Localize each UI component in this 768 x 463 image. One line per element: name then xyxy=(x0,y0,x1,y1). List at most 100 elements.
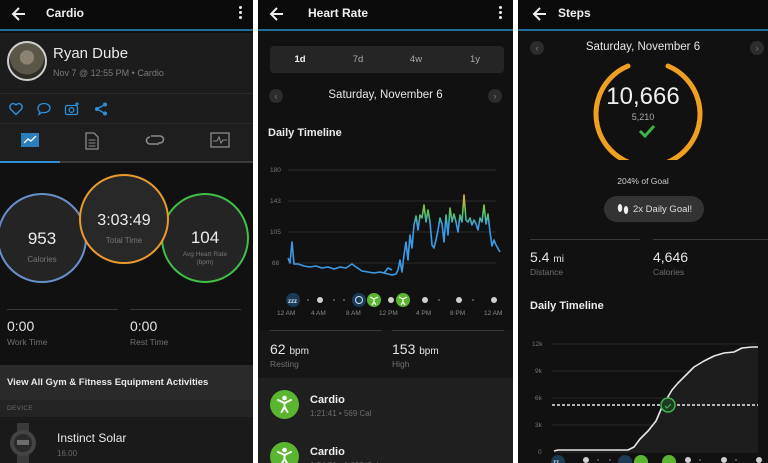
daily-goal-badge[interactable]: 2x Daily Goal! xyxy=(604,196,704,222)
device-version: 16.00 xyxy=(57,449,78,458)
social-actions xyxy=(0,93,253,123)
total-time-circle: 3:03:49 Total Time xyxy=(79,174,169,264)
heart-icon[interactable] xyxy=(8,101,24,117)
svg-text:3k: 3k xyxy=(535,422,543,429)
activity-icon[interactable] xyxy=(367,293,381,307)
svg-text:4 AM: 4 AM xyxy=(311,310,326,317)
svg-text:12k: 12k xyxy=(532,341,543,348)
avatar[interactable] xyxy=(7,41,47,81)
activity-header: Ryan Dube Nov 7 @ 12:55 PM • Cardio xyxy=(0,33,253,93)
calories-stat: 4,646 Calories xyxy=(653,239,768,277)
svg-text:143: 143 xyxy=(270,198,281,205)
svg-text:68: 68 xyxy=(272,260,280,267)
resting-hr-stat: 62 bpm Resting xyxy=(270,330,382,369)
activity-figure-icon xyxy=(270,442,299,463)
range-1d[interactable]: 1d xyxy=(294,54,306,65)
app-bar: Cardio xyxy=(0,0,253,31)
sleep-icon[interactable]: zzz xyxy=(286,293,300,307)
device-name: Instinct Solar xyxy=(57,431,127,445)
tab-details[interactable] xyxy=(62,132,122,154)
rest-time-stat: 0:00 Rest Time xyxy=(130,309,241,347)
svg-text:8 AM: 8 AM xyxy=(346,310,361,317)
summary-chart-icon xyxy=(21,133,39,147)
steps-goal: 5,210 xyxy=(631,112,655,122)
page-title: Heart Rate xyxy=(308,6,369,20)
activity-icon[interactable] xyxy=(662,455,676,463)
tab-laps[interactable] xyxy=(125,132,185,154)
user-name: Ryan Dube xyxy=(53,45,129,62)
prev-day-button[interactable]: ‹ xyxy=(530,41,544,55)
active-tab-indicator xyxy=(0,161,60,163)
svg-text:6k: 6k xyxy=(535,395,543,402)
svg-text:180: 180 xyxy=(270,167,281,174)
daily-timeline-title: Daily Timeline xyxy=(268,127,342,139)
prev-day-button[interactable]: ‹ xyxy=(269,89,283,103)
kebab-menu-icon[interactable] xyxy=(497,5,503,21)
goal-reached-marker xyxy=(660,397,676,413)
arrow-left-icon[interactable] xyxy=(267,4,287,24)
heart-rate-graph-icon xyxy=(210,132,230,148)
activity-icon[interactable] xyxy=(396,293,410,307)
range-4w[interactable]: 4w xyxy=(409,54,423,65)
date-navigator: ‹ Saturday, November 6 › xyxy=(518,40,768,56)
activity-list: Cardio 1:21:41 • 569 Cal Cardio 1:34:21 … xyxy=(258,378,513,463)
activity-icon[interactable] xyxy=(634,455,648,463)
steps-screen: Steps ‹ Saturday, November 6 › 10,666 5,… xyxy=(518,0,768,463)
svg-text:zzz: zzz xyxy=(288,299,297,305)
steps-chart[interactable]: 12k 9k 6k 3k 0 zz xyxy=(518,335,768,463)
date-navigator: ‹ Saturday, November 6 › xyxy=(258,88,513,104)
svg-text:8 PM: 8 PM xyxy=(450,310,465,317)
sleep-icon[interactable]: zz xyxy=(551,455,565,463)
heart-rate-summary: 62 bpm Resting 153 bpm High xyxy=(258,330,513,378)
daily-timeline-title: Daily Timeline xyxy=(530,300,604,312)
range-selector: 1d 7d 4w 1y xyxy=(270,46,504,73)
app-bar: Heart Rate xyxy=(258,0,513,31)
next-day-button[interactable]: › xyxy=(750,41,764,55)
footprints-icon xyxy=(617,204,629,214)
laps-loop-icon xyxy=(145,135,165,145)
steps-goal-ring xyxy=(593,63,703,160)
svg-text:4 PM: 4 PM xyxy=(416,310,431,317)
page-title: Steps xyxy=(558,6,591,20)
document-icon xyxy=(85,132,99,150)
high-hr-stat: 153 bpm High xyxy=(392,330,504,369)
calories-circle: 953 Calories xyxy=(0,193,87,283)
svg-text:9k: 9k xyxy=(535,368,543,375)
svg-text:0: 0 xyxy=(538,449,542,456)
page-title: Cardio xyxy=(46,6,85,20)
tab-charts[interactable] xyxy=(190,132,250,154)
activity-figure-icon xyxy=(270,390,299,419)
comment-icon[interactable] xyxy=(36,101,52,117)
heart-rate-screen: Heart Rate 1d 7d 4w 1y ‹ Saturday, Novem… xyxy=(258,0,513,463)
activity-meta: Nov 7 @ 12:55 PM • Cardio xyxy=(53,68,164,78)
cardio-activity-screen: Cardio Ryan Dube Nov 7 @ 12:55 PM • Card… xyxy=(0,0,253,463)
arrow-left-icon[interactable] xyxy=(9,4,29,24)
arrow-left-icon[interactable] xyxy=(530,4,550,24)
date-label: Saturday, November 6 xyxy=(585,41,701,53)
kebab-menu-icon[interactable] xyxy=(237,5,243,21)
svg-text:12 AM: 12 AM xyxy=(484,310,502,317)
range-7d[interactable]: 7d xyxy=(352,54,364,65)
svg-text:12 PM: 12 PM xyxy=(379,310,398,317)
activity-list-item[interactable]: Cardio 1:21:41 • 569 Cal xyxy=(258,378,513,430)
device-row[interactable]: Instinct Solar 16.00 xyxy=(0,417,253,463)
alarm-icon[interactable] xyxy=(618,455,632,463)
activity-list-item[interactable]: Cardio 1:34:21 • 1,099 Cal xyxy=(258,430,513,463)
activity-tabs xyxy=(0,123,253,163)
svg-text:12 AM: 12 AM xyxy=(277,310,295,317)
view-all-equipment-activities-link[interactable]: View All Gym & Fitness Equipment Activit… xyxy=(0,365,253,400)
watch-icon xyxy=(10,423,36,463)
heart-rate-chart[interactable]: 180 143 105 68 zzz 12 AM 4 xyxy=(258,160,513,320)
goal-met-check-icon xyxy=(638,124,656,138)
percent-of-goal: 204% of Goal xyxy=(617,176,669,186)
steps-total: 10,666 xyxy=(606,83,680,110)
distance-stat: 5.4 mi Distance xyxy=(530,239,640,277)
svg-text:105: 105 xyxy=(270,229,281,236)
tab-summary[interactable] xyxy=(0,132,60,154)
range-1y[interactable]: 1y xyxy=(469,54,481,65)
next-day-button[interactable]: › xyxy=(488,89,502,103)
share-icon[interactable] xyxy=(93,101,109,117)
work-time-stat: 0:00 Work Time xyxy=(7,309,118,347)
camera-icon[interactable] xyxy=(64,101,80,117)
alarm-icon[interactable] xyxy=(352,293,366,307)
